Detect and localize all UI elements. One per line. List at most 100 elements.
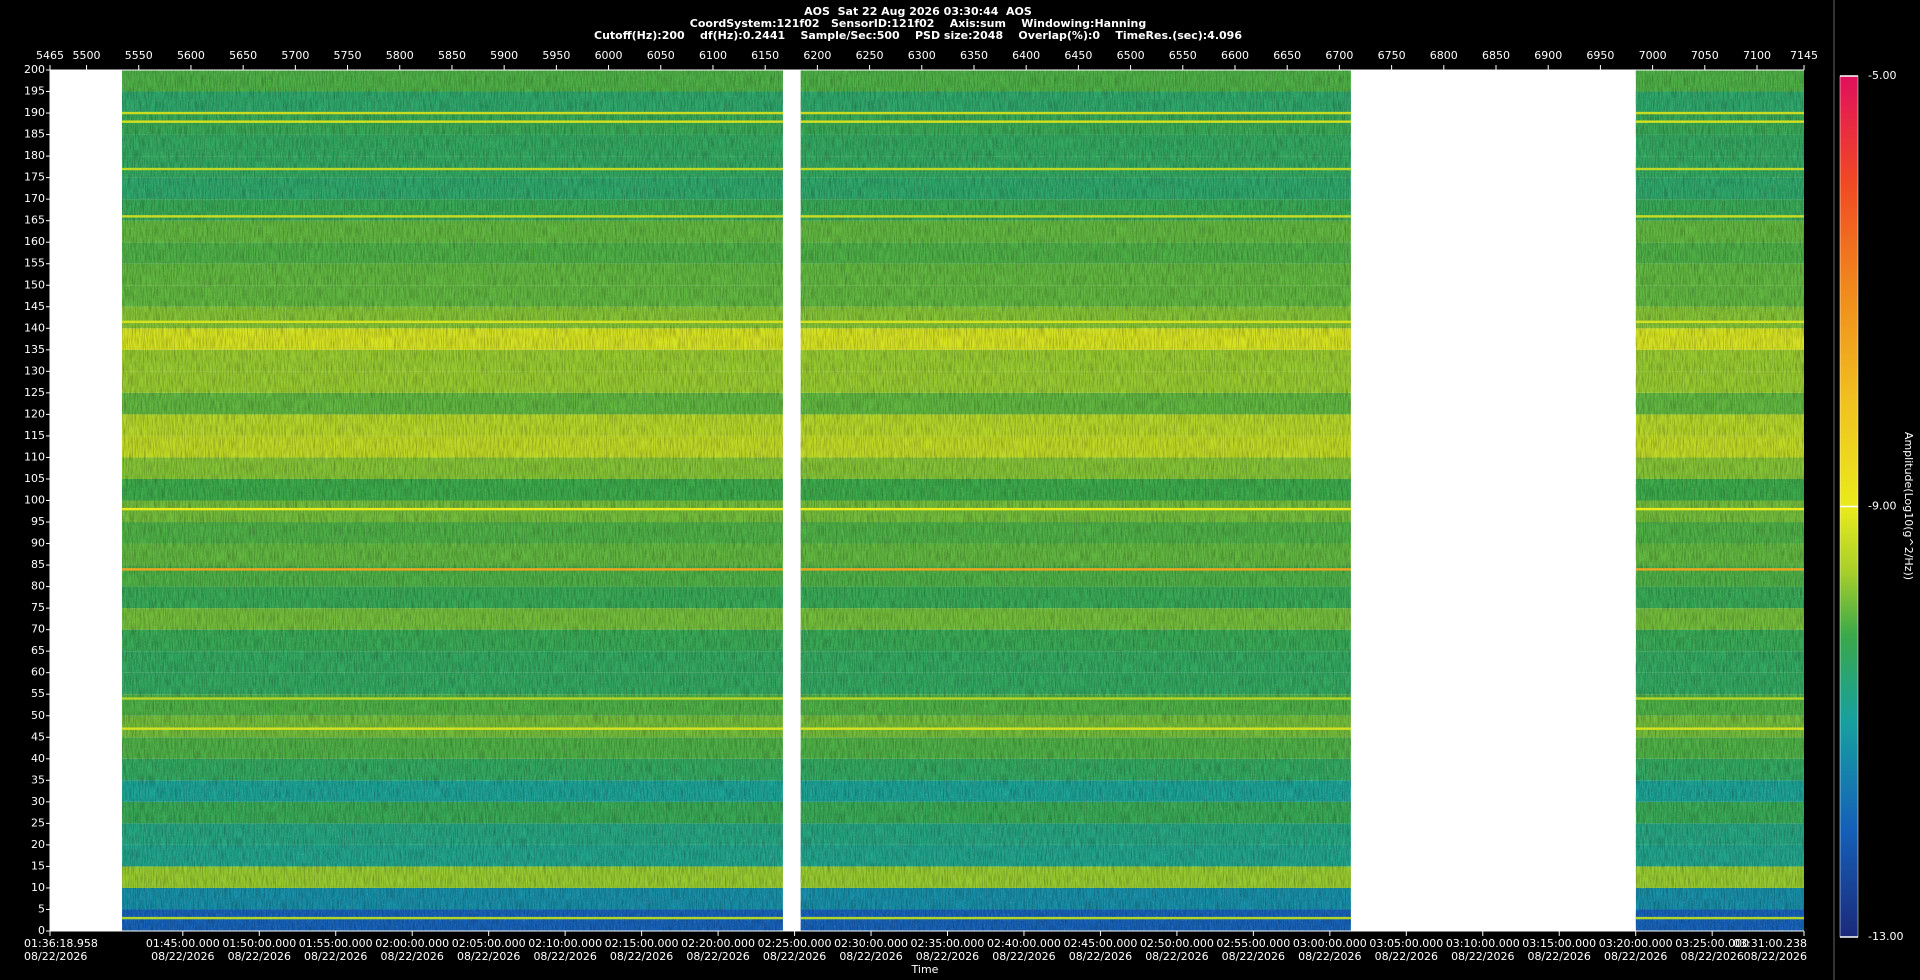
spectral-line — [122, 320, 783, 324]
x-tick-date: 08/22/2026 — [686, 950, 749, 963]
spectral-line — [800, 111, 1351, 115]
x-tick-date: 08/22/2026 — [1528, 950, 1591, 963]
chart-subtitle: CoordSystem:121f02 SensorID:121f02 Axis:… — [690, 17, 1146, 30]
spectral-line — [1635, 507, 1804, 511]
spectral-line — [122, 120, 783, 123]
x-tick-label: 02:45:00.000 — [1063, 937, 1137, 950]
x-tick-label: 03:10:00.000 — [1446, 937, 1520, 950]
x2-tick-label: 7050 — [1691, 49, 1719, 62]
x-tick-label: 03:00:00.000 — [1293, 937, 1367, 950]
x-tick-label: 02:00:00.000 — [375, 937, 449, 950]
y-tick-label: 80 — [31, 580, 45, 593]
spectral-line — [800, 697, 1351, 700]
x-tick-date: 08/22/2026 — [1375, 950, 1438, 963]
x2-tick-label: 6850 — [1482, 49, 1510, 62]
spectral-line — [122, 167, 783, 171]
x-tick-date: 08/22/2026 — [1145, 950, 1208, 963]
chart-title: AOS Sat 22 Aug 2026 03:30:44 AOS — [804, 5, 1032, 18]
spectral-line — [122, 507, 783, 511]
y-tick-label: 40 — [31, 752, 45, 765]
x-tick-date: 08/22/2026 — [533, 950, 596, 963]
spectral-line — [800, 916, 1351, 920]
x-tick-label: 01:36:18.958 — [24, 937, 98, 950]
x2-tick-label: 6600 — [1221, 49, 1249, 62]
x-tick-date: 08/22/2026 — [839, 950, 902, 963]
noise-texture — [800, 70, 1351, 931]
x2-tick-label: 5900 — [490, 49, 518, 62]
x-tick-label: 02:10:00.000 — [528, 937, 602, 950]
y-tick-label: 5 — [38, 902, 45, 915]
x2-tick-label: 5700 — [281, 49, 309, 62]
x2-tick-label: 6300 — [908, 49, 936, 62]
x2-tick-label: 6500 — [1117, 49, 1145, 62]
x2-tick-label: 6900 — [1534, 49, 1562, 62]
y-tick-label: 145 — [24, 300, 45, 313]
settings-line: Cutoff(Hz):200 df(Hz):0.2441 Sample/Sec:… — [594, 29, 1242, 42]
spectral-line — [800, 320, 1351, 324]
y-tick-label: 105 — [24, 472, 45, 485]
x-tick-label: 02:40:00.000 — [987, 937, 1061, 950]
y-tick-label: 150 — [24, 278, 45, 291]
y-tick-label: 0 — [38, 924, 45, 937]
x-tick-label: 03:31:00.238 — [1733, 937, 1807, 950]
y-tick-label: 175 — [24, 171, 45, 184]
x-tick-date: 08/22/2026 — [1680, 950, 1743, 963]
x-tick-label: 02:15:00.000 — [605, 937, 679, 950]
plot-area — [50, 70, 1804, 931]
y-tick-label: 15 — [31, 859, 45, 872]
x2-tick-label: 5750 — [334, 49, 362, 62]
x-axis-title: Time — [911, 963, 939, 976]
x2-tick-label: 6200 — [803, 49, 831, 62]
x2-tick-label: 6450 — [1064, 49, 1092, 62]
spectral-line — [800, 120, 1351, 123]
x2-tick-label: 5600 — [177, 49, 205, 62]
x-tick-label: 03:15:00.000 — [1522, 937, 1596, 950]
y-tick-label: 25 — [31, 816, 45, 829]
spectral-line — [800, 507, 1351, 511]
y-tick-label: 45 — [31, 730, 45, 743]
y-tick-label: 190 — [24, 106, 45, 119]
y-tick-label: 35 — [31, 773, 45, 786]
x-tick-date: 08/22/2026 — [992, 950, 1055, 963]
colorbar-tick-label: -5.00 — [1868, 69, 1896, 82]
spectral-line — [1635, 111, 1804, 115]
x-tick-date: 08/22/2026 — [763, 950, 826, 963]
noise-texture — [1635, 70, 1804, 931]
x2-tick-label: 6350 — [960, 49, 988, 62]
y-tick-label: 60 — [31, 666, 45, 679]
x2-tick-label: 6150 — [751, 49, 779, 62]
spectral-line — [1635, 167, 1804, 171]
x-tick-date: 08/22/2026 — [304, 950, 367, 963]
x2-tick-label: 6050 — [647, 49, 675, 62]
x2-tick-label: 6100 — [699, 49, 727, 62]
y-tick-label: 200 — [24, 63, 45, 76]
y-tick-label: 195 — [24, 85, 45, 98]
y-tick-label: 170 — [24, 192, 45, 205]
x2-tick-label: 7145 — [1790, 49, 1818, 62]
y-tick-label: 160 — [24, 235, 45, 248]
spectral-line — [800, 727, 1351, 730]
x2-tick-label: 5800 — [386, 49, 414, 62]
x-tick-date: 08/22/2026 — [228, 950, 291, 963]
spectral-line — [1635, 215, 1804, 218]
x-tick-label: 01:50:00.000 — [222, 937, 296, 950]
x2-tick-label: 5850 — [438, 49, 466, 62]
x-tick-label: 01:55:00.000 — [299, 937, 373, 950]
spectral-line — [122, 727, 783, 730]
x-tick-label: 02:50:00.000 — [1140, 937, 1214, 950]
y-tick-label: 75 — [31, 601, 45, 614]
x-tick-date: 08/22/2026 — [1069, 950, 1132, 963]
y-tick-label: 135 — [24, 343, 45, 356]
x-tick-label: 02:55:00.000 — [1216, 937, 1290, 950]
spectral-line — [800, 167, 1351, 171]
spectral-line — [122, 215, 783, 218]
spectral-line — [1635, 320, 1804, 324]
x-tick-date: 08/22/2026 — [1222, 950, 1285, 963]
spectral-line — [122, 916, 783, 920]
x-tick-label: 02:25:00.000 — [758, 937, 832, 950]
y-tick-label: 120 — [24, 407, 45, 420]
spectral-line — [800, 215, 1351, 218]
y-tick-label: 130 — [24, 364, 45, 377]
x-tick-label: 03:05:00.000 — [1369, 937, 1443, 950]
y-tick-label: 55 — [31, 687, 45, 700]
